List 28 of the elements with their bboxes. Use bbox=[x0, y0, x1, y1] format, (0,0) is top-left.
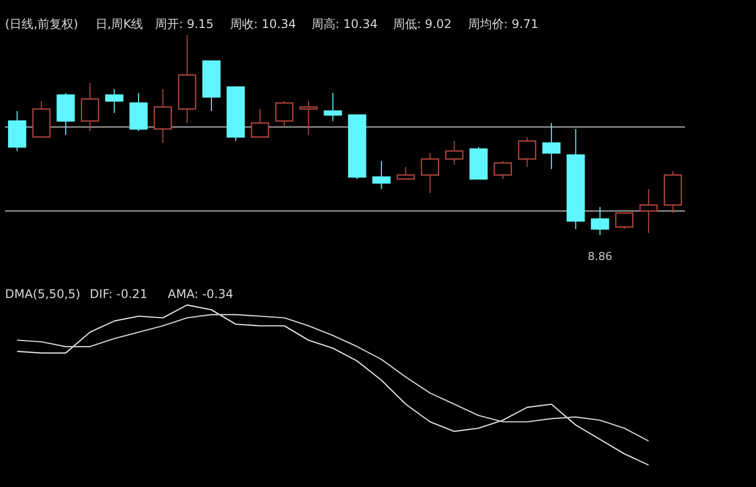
text: DIF: -0.21 bbox=[90, 287, 148, 301]
candlestick bbox=[154, 88, 172, 144]
candlestick bbox=[420, 152, 440, 194]
text: 周开: 9.15 bbox=[155, 17, 214, 31]
candlestick bbox=[396, 166, 415, 180]
candlestick bbox=[445, 140, 464, 166]
annotation: 8.86 bbox=[588, 250, 612, 263]
chart-title: (日线,前复权) bbox=[5, 17, 78, 31]
candlestick bbox=[639, 188, 658, 234]
candlestick bbox=[494, 160, 512, 180]
candlestick bbox=[105, 88, 124, 114]
text: AMA: -0.34 bbox=[168, 287, 234, 301]
candlestick bbox=[372, 160, 391, 190]
candlestick bbox=[590, 206, 610, 236]
text: 周收: 10.34 bbox=[230, 17, 296, 31]
candlestick bbox=[250, 108, 270, 138]
candlestick bbox=[518, 136, 536, 168]
candlestick bbox=[324, 92, 342, 122]
text: 周低: 9.02 bbox=[393, 17, 452, 31]
candlestick bbox=[275, 100, 294, 128]
candlestick bbox=[299, 100, 318, 136]
text: 周均价: 9.71 bbox=[468, 17, 538, 31]
candlestick bbox=[542, 122, 561, 170]
candlestick bbox=[615, 212, 634, 230]
candlestick bbox=[80, 82, 100, 132]
text: 日,周K线 bbox=[95, 17, 144, 31]
text: 周高: 10.34 bbox=[311, 17, 378, 31]
chart-title: DMA(5,50,5) bbox=[5, 287, 80, 301]
